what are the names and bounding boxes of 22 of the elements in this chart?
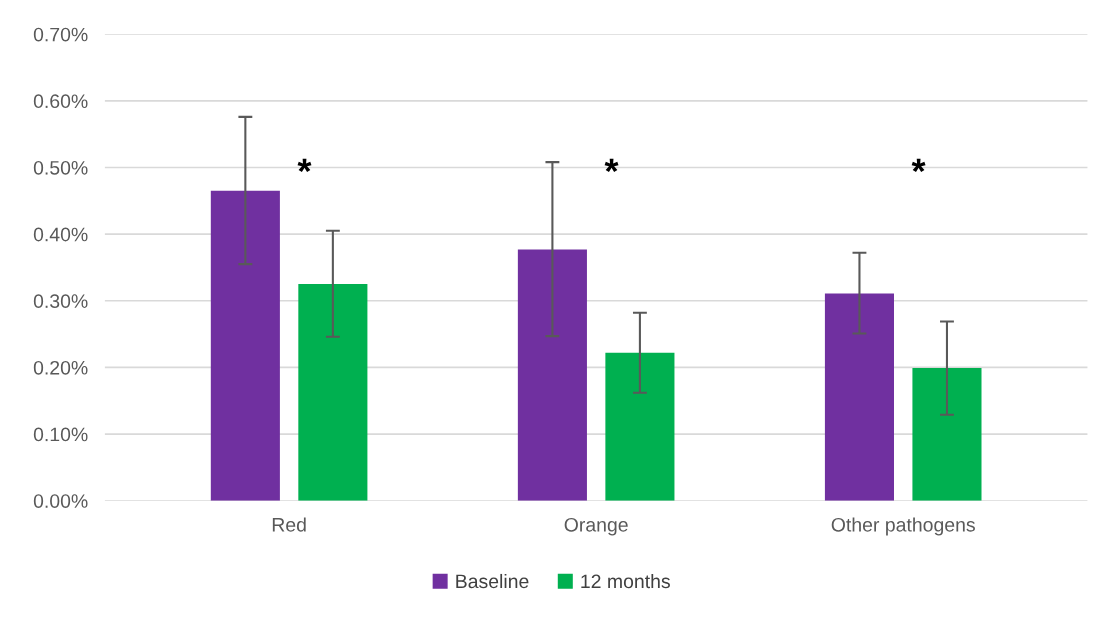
- bar: [210, 190, 280, 501]
- x-tick-label: Other pathogens: [831, 517, 975, 536]
- y-tick-label: 0.30%: [33, 294, 88, 309]
- y-tick-label: 0.40%: [33, 227, 88, 242]
- bar: [824, 293, 894, 501]
- y-tick-label: 0.60%: [33, 94, 88, 109]
- y-tick-label: 0.20%: [33, 360, 88, 375]
- bar: [605, 352, 675, 501]
- legend-label: Baseline: [456, 573, 529, 589]
- bar: [912, 368, 982, 501]
- bar: [517, 249, 587, 501]
- y-tick-label: 0.10%: [33, 427, 88, 442]
- x-tick-label: Red: [272, 517, 306, 532]
- bar: [298, 284, 368, 501]
- annotation: *: [911, 158, 926, 173]
- legend-label: 12 months: [581, 573, 670, 589]
- x-tick-label: Orange: [564, 517, 628, 536]
- annotation: *: [297, 158, 312, 173]
- annotation: *: [604, 158, 619, 173]
- y-tick-label: 0.00%: [33, 494, 88, 508]
- y-tick-label: 0.70%: [33, 27, 88, 42]
- y-tick-label: 0.50%: [33, 160, 88, 175]
